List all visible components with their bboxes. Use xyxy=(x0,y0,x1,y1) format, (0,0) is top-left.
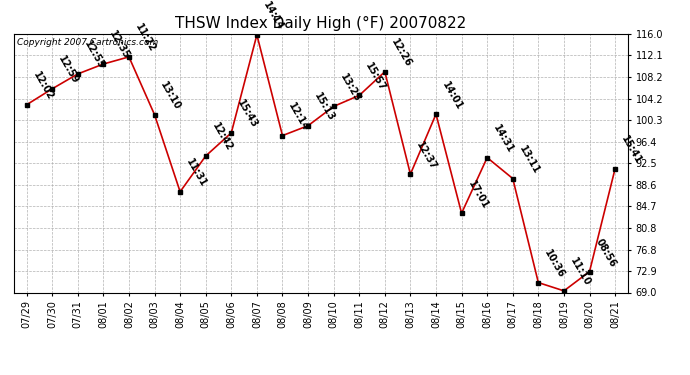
Text: 14:31: 14:31 xyxy=(491,123,515,155)
Text: 11:31: 11:31 xyxy=(184,157,208,189)
Text: Copyright 2007 Cartronics.com: Copyright 2007 Cartronics.com xyxy=(17,38,158,46)
Text: 13:10: 13:10 xyxy=(159,80,183,112)
Text: 15:43: 15:43 xyxy=(235,98,259,130)
Text: 12:26: 12:26 xyxy=(389,37,413,69)
Text: 14:14: 14:14 xyxy=(261,0,285,32)
Text: 13:11: 13:11 xyxy=(517,144,541,176)
Text: 12:02: 12:02 xyxy=(31,70,55,102)
Text: 12:55: 12:55 xyxy=(82,39,106,71)
Text: 15:57: 15:57 xyxy=(364,61,388,93)
Text: 10:36: 10:36 xyxy=(542,248,566,280)
Text: 11:10: 11:10 xyxy=(568,256,592,288)
Text: 14:01: 14:01 xyxy=(440,80,464,111)
Text: 12:59: 12:59 xyxy=(57,54,81,86)
Text: 12:42: 12:42 xyxy=(210,122,234,153)
Text: 08:56: 08:56 xyxy=(593,237,618,269)
Text: 17:01: 17:01 xyxy=(466,178,490,210)
Text: 15:41: 15:41 xyxy=(619,134,644,166)
Text: 13:25: 13:25 xyxy=(338,72,362,104)
Text: 12:35: 12:35 xyxy=(108,29,132,61)
Text: 12:14: 12:14 xyxy=(286,101,310,133)
Text: 11:22: 11:22 xyxy=(133,22,157,54)
Title: THSW Index Daily High (°F) 20070822: THSW Index Daily High (°F) 20070822 xyxy=(175,16,466,31)
Text: 12:37: 12:37 xyxy=(415,140,439,171)
Text: 15:13: 15:13 xyxy=(312,91,337,123)
